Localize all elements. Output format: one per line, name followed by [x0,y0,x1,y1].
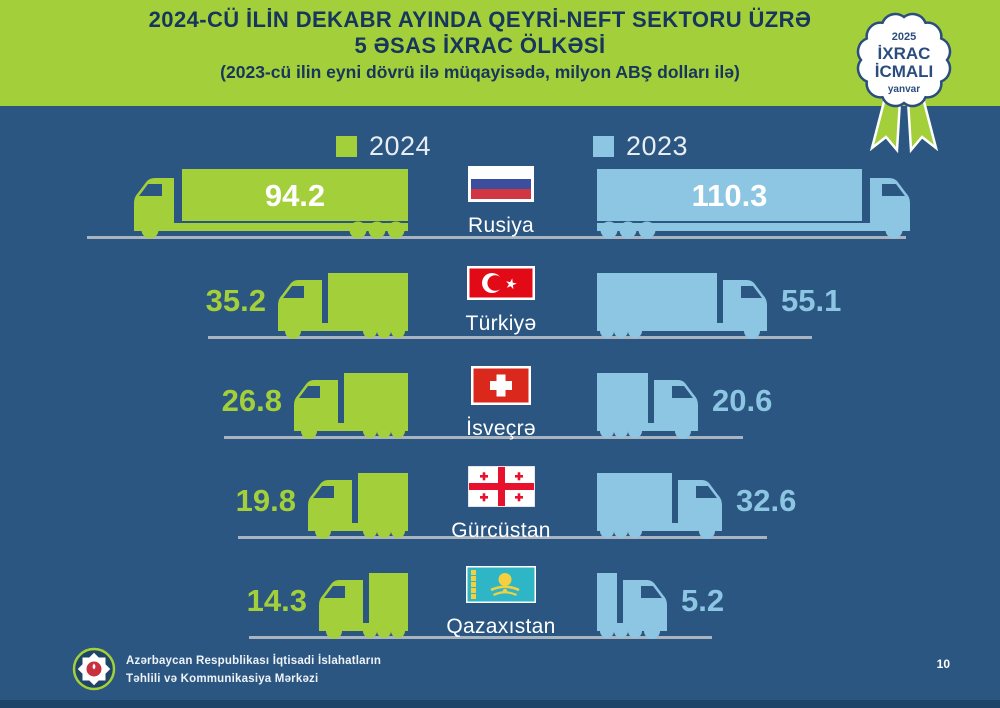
value-2023: 20.6 [712,383,773,418]
value-2023: 32.6 [736,483,797,518]
page-title: 2024-CÜ İLİN DEKABR AYINDA QEYRİ-NEFT SE… [40,7,920,83]
svg-text:★: ★ [503,275,519,293]
road-line [238,536,767,539]
legend-label-2023: 2023 [626,131,689,161]
title-line-2: 5 ƏSAS İXRAC ÖLKƏSİ [354,32,606,58]
legend-label-2024: 2024 [369,131,432,161]
truck-2024-rusiya: 94.2 [132,167,410,239]
road-line [224,436,743,439]
legend-item-2024: 2024 [336,131,431,162]
truck-2024-icon [278,273,408,339]
country-label: Rusiya [468,214,534,237]
export-row-rusiya: 94.2 110.3 Rusiya [0,140,1000,240]
truck-2023-i̇sveçrə [595,367,698,439]
truck-2024-icon: 94.2 [134,169,408,239]
country-label: Türkiyə [465,312,537,335]
svg-text:İXRAC: İXRAC [878,44,931,63]
export-row-gürcüstan: 19.8 32.6 Gürcüstan [0,440,1000,543]
truck-2023-gürcüstan [595,467,722,539]
truck-2024-qazaxıstan [319,567,410,639]
value-2023: 55.1 [781,283,842,318]
svg-text:94.2: 94.2 [265,178,325,213]
truck-2024-türkiyə [278,267,410,339]
header-band: 2024-CÜ İLİN DEKABR AYINDA QEYRİ-NEFT SE… [0,0,1000,106]
country-column: İsveçrə [421,366,581,441]
org-line-2: Təhlili və Kommunikasiya Mərkəzi [126,672,319,685]
road-line [87,236,906,239]
truck-2024-icon [308,473,408,539]
value-2023: 5.2 [681,583,725,618]
organization-name: Azərbaycan Respublikası İqtisadi İslahat… [126,653,381,689]
value-2024: 26.8 [221,383,282,418]
truck-2024-gürcüstan [308,467,410,539]
org-line-1: Azərbaycan Respublikası İqtisadi İslahat… [126,655,382,667]
truck-2023-rusiya: 110.3 [595,167,912,239]
legend-swatch-2023 [593,136,614,157]
legend-item-2023: 2023 [593,131,688,162]
country-label: İsveçrə [466,417,536,440]
svg-text:yanvar: yanvar [888,84,920,95]
legend-swatch-2024 [336,136,357,157]
truck-2023-icon [597,273,767,339]
russia-flag [468,166,534,207]
bottom-border [0,700,1000,708]
export-row-i̇sveçrə: 26.8 20.6 İsveçrə [0,340,1000,440]
value-2024: 35.2 [205,283,266,318]
country-column: ★ Türkiyə [421,266,581,336]
value-2024: 19.8 [235,483,296,518]
state-emblem-icon [72,647,116,691]
svg-text:İCMALI: İCMALI [875,62,934,81]
export-row-qazaxıstan: 14.3 5.2 Qazaxıstan [0,540,1000,640]
svg-text:2025: 2025 [892,31,916,43]
svg-text:110.3: 110.3 [692,178,768,213]
country-column: Rusiya [421,166,581,238]
country-column: Gürcüstan [421,465,581,543]
value-2024: 14.3 [246,583,307,618]
kazakhstan-flag [466,566,536,608]
road-line [208,336,812,339]
seal-ribbon-icon: 2025 İXRAC İCMALI yanvar [856,12,952,154]
country-column: Qazaxıstan [421,566,581,639]
country-label: Qazaxıstan [446,615,556,638]
truck-2024-icon [319,573,408,639]
georgia-flag [467,465,535,512]
title-line-1: 2024-CÜ İLİN DEKABR AYINDA QEYRİ-NEFT SE… [148,7,812,32]
truck-2024-icon [294,373,408,439]
turkiye-flag: ★ [467,266,535,305]
switzerland-flag [471,366,531,410]
export-row-türkiyə: 35.2 55.1 ★ Türkiyə [0,240,1000,340]
country-label: Gürcüstan [451,519,551,542]
title-subtitle: (2023-cü ilin eyni dövrü ilə müqayisədə,… [220,61,740,82]
truck-2023-icon [597,373,698,439]
truck-2024-i̇sveçrə [294,367,410,439]
road-line [249,636,712,639]
truck-2023-türkiyə [595,267,767,339]
truck-2023-icon [597,473,722,539]
truck-2023-qazaxıstan [595,567,667,639]
truck-2023-icon [597,573,667,639]
page-number: 10 [936,657,950,671]
chart-rows: 94.2 110.3 Rusiya 35.2 55.1 ★ Türkiyə 26.… [0,140,1000,640]
export-review-badge: 2025 İXRAC İCMALI yanvar [834,2,974,159]
truck-2023-icon: 110.3 [597,169,910,239]
